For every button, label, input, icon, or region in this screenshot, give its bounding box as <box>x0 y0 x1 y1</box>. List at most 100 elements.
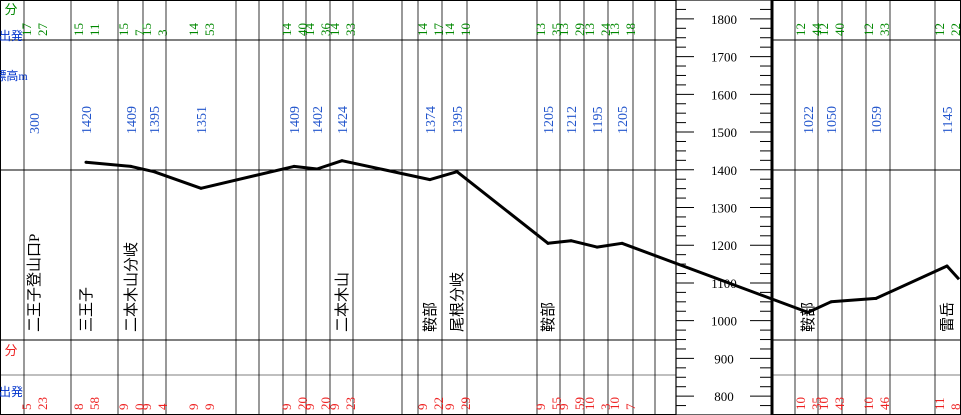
bottom-header-minute-label: 分 <box>4 343 17 358</box>
elevation-value-label: 1022 <box>802 106 817 134</box>
depart-minute-label: 29 <box>458 397 473 410</box>
waypoint-column-7: 14 33 1424 二本木山 9 23 <box>327 23 358 411</box>
waypoint-column-14: 12 44 1022 鞍部 10 35 <box>793 23 824 411</box>
waypoint-column-11: 13 29 1212 9 59 <box>556 23 587 410</box>
elevation-tick-label: 1700 <box>711 50 737 65</box>
elevation-value-label: 1195 <box>591 107 606 134</box>
depart-hour-label: 10 <box>861 397 876 410</box>
return-minute-label: 40 <box>295 23 310 36</box>
depart-minute-label: 7 <box>623 403 638 410</box>
depart-hour-label: 10 <box>816 397 831 410</box>
return-hour-label: 13 <box>533 23 548 36</box>
return-minute-label: 22 <box>948 23 961 36</box>
waypoint-name-label: 尾根分岐 <box>449 272 466 332</box>
waypoint-name-label: 二王子登山口P <box>26 234 43 332</box>
elevation-value-label: 1409 <box>288 106 303 134</box>
bottom-header-depart-label: 出発 <box>0 385 23 399</box>
depart-hour-label: 11 <box>932 397 947 410</box>
profile-point <box>569 239 573 243</box>
elevation-tick-label: 1200 <box>711 238 737 253</box>
depart-minute-label: 20 <box>318 397 333 410</box>
elevation-value-label: 1409 <box>125 106 140 134</box>
waypoint-name-label: 雷岳 <box>939 302 956 332</box>
elevation-value-label: 1395 <box>451 106 466 134</box>
return-minute-label: 7 <box>132 29 147 36</box>
depart-hour-label: 8 <box>71 404 86 411</box>
return-hour-label: 14 <box>327 23 342 37</box>
elevation-value-label: 1145 <box>941 107 956 134</box>
return-minute-label: 11 <box>87 23 102 36</box>
waypoint-column-3: 15 3 1395 9 4 <box>139 23 170 410</box>
return-hour-label: 14 <box>302 23 317 37</box>
profile-point <box>152 170 156 174</box>
return-minute-label: 33 <box>877 23 892 36</box>
depart-hour-label: 9 <box>327 404 342 411</box>
elevation-value-label: 1402 <box>311 106 326 134</box>
elevation-tick-label: 1400 <box>711 163 737 178</box>
header-labels: 分 出発 標高m 分 出発 <box>0 2 28 399</box>
waypoint-name-label: 鞍部 <box>800 302 817 332</box>
return-minute-label: 29 <box>572 23 587 36</box>
profile-point <box>829 300 833 304</box>
profile-point <box>595 245 599 249</box>
elevation-value-label: 1374 <box>424 106 439 134</box>
top-header-minute-label: 分 <box>4 2 17 17</box>
depart-minute-label: 20 <box>295 397 310 410</box>
waypoint-name-label: 鞍部 <box>422 302 439 332</box>
return-minute-label: 33 <box>343 23 358 36</box>
profile-point <box>199 186 203 190</box>
waypoint-column-13: 13 18 1205 10 7 <box>607 23 638 410</box>
return-hour-label: 12 <box>861 23 876 36</box>
return-minute-label: 27 <box>35 23 50 37</box>
return-hour-label: 15 <box>71 23 86 36</box>
depart-minute-label: 43 <box>832 397 847 410</box>
return-hour-label: 14 <box>279 23 294 37</box>
waypoint-column-0: 17 27 300 二王子登山口P 5 23 <box>19 23 50 411</box>
elevation-value-label: 1424 <box>336 106 351 134</box>
profile-line-group <box>84 159 961 314</box>
profile-point <box>546 241 550 245</box>
elevation-tick-label: 1000 <box>711 314 737 329</box>
elevation-value-label: 1059 <box>870 106 885 134</box>
depart-minute-label: 22 <box>431 397 446 410</box>
depart-minute-label: 46 <box>877 397 892 411</box>
return-minute-label: 36 <box>318 23 333 37</box>
elevation-value-label: 1212 <box>565 106 580 134</box>
profile-point <box>129 164 133 168</box>
elevation-value-label: 1351 <box>195 106 210 134</box>
depart-minute-label: 59 <box>572 397 587 410</box>
depart-hour-label: 10 <box>793 397 808 410</box>
waypoint-column-8: 14 17 1374 鞍部 9 22 <box>415 23 446 411</box>
return-hour-label: 14 <box>415 23 430 37</box>
depart-minute-label: 35 <box>809 397 824 410</box>
waypoint-name-label: 鞍部 <box>540 302 557 332</box>
elevation-value-label: 1205 <box>616 106 631 134</box>
waypoint-column-5: 14 40 1409 9 20 <box>279 23 310 411</box>
depart-minute-label: 8 <box>948 404 961 411</box>
return-hour-label: 15 <box>139 23 154 36</box>
profile-point <box>292 164 296 168</box>
return-minute-label: 44 <box>809 23 824 37</box>
return-minute-label: 40 <box>832 23 847 36</box>
top-header-depart-label: 出発 <box>0 29 23 43</box>
depart-minute-label: 23 <box>35 397 50 410</box>
elevation-value-label: 1050 <box>825 106 840 134</box>
elevation-value-label: 300 <box>28 113 43 134</box>
depart-minute-label: 23 <box>343 397 358 410</box>
return-hour-label: 12 <box>932 23 947 36</box>
return-hour-label: 13 <box>582 23 597 36</box>
depart-hour-label: 9 <box>533 404 548 411</box>
depart-hour-label: 10 <box>582 397 597 410</box>
waypoint-name-label: 二本木山分岐 <box>123 242 140 332</box>
depart-hour-label: 9 <box>279 404 294 411</box>
depart-minute-label: 4 <box>155 403 170 410</box>
return-hour-label: 14 <box>186 23 201 37</box>
waypoint-name-label: 二本木山 <box>334 272 351 332</box>
return-hour-label: 13 <box>556 23 571 36</box>
depart-minute-label: 0 <box>132 404 147 411</box>
depart-hour-label: 9 <box>442 404 457 411</box>
depart-minute-label: 3 <box>598 404 613 411</box>
elevation-profile-line <box>85 159 961 314</box>
